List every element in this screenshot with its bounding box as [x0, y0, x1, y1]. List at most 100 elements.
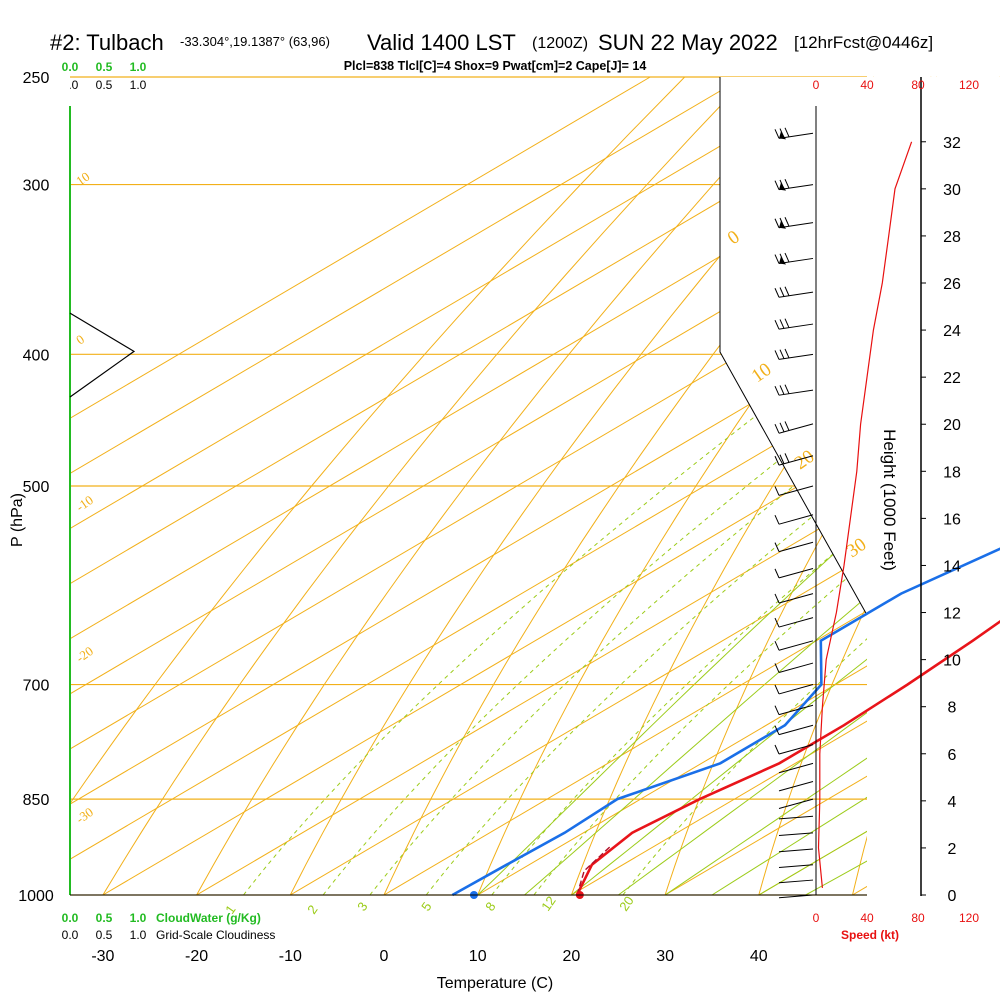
- cw-tick-bottom-2: 1.0: [130, 911, 147, 925]
- height-tick-label: 18: [943, 464, 961, 481]
- x-tick-label: 20: [563, 948, 581, 965]
- speed-tick-top-0: 0: [813, 78, 820, 92]
- speed-tick-bottom-0: 0: [813, 911, 820, 925]
- mixing-ratio-label: 2: [304, 902, 320, 917]
- wind-barb: [778, 762, 814, 774]
- x-axis-title: Temperature (C): [437, 975, 553, 992]
- right-margin: [867, 77, 1000, 897]
- cloudiness-profile-line: [69, 312, 136, 398]
- cloudiness-label: Grid-Scale Cloudiness: [156, 928, 275, 942]
- wind-barb: [774, 617, 814, 628]
- cloudwater-label: CloudWater (g/Kg): [156, 911, 261, 925]
- isotherm-label: 10: [73, 169, 92, 189]
- cloud-axis: [69, 106, 136, 895]
- moist-adiabat-line: [664, 667, 1000, 896]
- bottom-cloudwater-scale: 0.0 0.5 1.0 CloudWater (g/Kg): [62, 911, 261, 925]
- mixing-ratio-line: [491, 418, 1000, 896]
- mixing-ratio-line: [369, 353, 964, 896]
- wind-barb: [778, 781, 814, 792]
- wind-barb: [774, 453, 814, 466]
- isotherm-label: -30: [73, 804, 96, 826]
- title-coords: -33.304°,19.1387° (63,96): [180, 34, 330, 49]
- stability-indices: Plcl=838 Tlcl[C]=4 Shox=9 Pwat[cm]=2 Cap…: [344, 59, 647, 73]
- x-tick-label: -10: [279, 948, 302, 965]
- height-tick-label: 24: [943, 323, 961, 340]
- wind-barb: [774, 348, 814, 360]
- wind-barb: [774, 485, 814, 496]
- x-tick-label: 10: [469, 948, 487, 965]
- height-tick-label: 26: [943, 276, 961, 293]
- isotherm-label: 0: [73, 331, 87, 347]
- top-cloudwater-scale: 0.0 0.5 1.0: [62, 60, 147, 74]
- x-tick-label: 30: [656, 948, 674, 965]
- height-tick-label: 20: [943, 417, 961, 434]
- plot-cutout: [720, 77, 867, 615]
- height-tick-label: 8: [948, 700, 957, 717]
- title-date: SUN 22 May 2022: [598, 30, 778, 55]
- wind-barb: [778, 879, 814, 884]
- left-margin: [0, 77, 70, 897]
- height-tick-label: 32: [943, 135, 961, 152]
- isotherm-line: [383, 532, 1000, 896]
- speed-label: Speed (kt): [841, 928, 899, 942]
- wind-speed-line: [817, 141, 913, 888]
- pressure-tick-label: 300: [23, 178, 50, 195]
- cw-tick-top-0: 0.0: [62, 60, 79, 74]
- speed-tick-top-1: 40: [860, 78, 874, 92]
- mixing-ratio-label: 12: [538, 893, 559, 913]
- wind-barb: [774, 127, 814, 140]
- height-tick-label: 16: [943, 511, 961, 528]
- height-tick-label: 28: [943, 229, 961, 246]
- cl-tick-bottom-0: 0.0: [62, 928, 79, 942]
- wind-barb: [778, 864, 814, 868]
- isotherm-label: -20: [73, 643, 96, 665]
- top-cloudiness-scale: 0.0 0.5 1.0: [62, 78, 147, 92]
- speed-tick-bottom-2: 80: [911, 911, 925, 925]
- speed-tick-bottom-1: 40: [860, 911, 874, 925]
- wind-barb: [774, 724, 814, 736]
- height-tick-label: 4: [948, 794, 957, 811]
- mixing-ratio-line: [425, 368, 1000, 896]
- height-tick-label: 0: [948, 888, 957, 905]
- plot-masks: [0, 77, 1000, 897]
- cl-tick-top-2: 1.0: [130, 78, 147, 92]
- height-tick-label: 6: [948, 747, 957, 764]
- bottom-cloudiness-scale: 0.0 0.5 1.0 Grid-Scale Cloudiness: [62, 928, 276, 942]
- dry-adiabat-line: [196, 76, 812, 896]
- y2-axis-title: Height (1000 Feet): [880, 429, 899, 571]
- title-station: #2: Tulbach: [50, 30, 164, 55]
- height-tick-label: 30: [943, 182, 961, 199]
- height-tick-label: 10: [943, 653, 961, 670]
- speed-tick-top-3: 120: [959, 78, 979, 92]
- axes: -30 -20 -10 0 10 20 30 402503004005007008501000…: [18, 70, 961, 965]
- wind-barb: [774, 640, 814, 651]
- wind-barb: [774, 286, 814, 298]
- temperature-profile-line: [575, 619, 1000, 896]
- height-tick-label: 12: [943, 606, 961, 623]
- cl-tick-bottom-2: 1.0: [130, 928, 147, 942]
- dry-adiabat-line: [102, 76, 749, 896]
- wind-barb: [774, 662, 814, 673]
- x-tick-label: 0: [380, 948, 389, 965]
- cw-tick-bottom-0: 0.0: [62, 911, 79, 925]
- cw-tick-bottom-1: 0.5: [96, 911, 113, 925]
- wind-barb: [774, 704, 814, 716]
- height-tick-label: 14: [943, 558, 961, 575]
- wind-speed-panel: [815, 106, 913, 895]
- pressure-tick-label: 400: [23, 347, 50, 364]
- cw-tick-top-1: 0.5: [96, 60, 113, 74]
- plot-cutout-edge: [719, 77, 868, 616]
- wind-barbs: [774, 127, 814, 899]
- mixing-ratio-label: 3: [354, 899, 370, 914]
- cw-tick-top-2: 1.0: [130, 60, 147, 74]
- wind-barb: [778, 798, 814, 809]
- pressure-tick-label: 250: [23, 70, 50, 87]
- x-tick-label: 40: [750, 948, 768, 965]
- pressure-tick-label: 700: [23, 678, 50, 695]
- wind-barb: [774, 744, 814, 755]
- wind-barb: [774, 514, 814, 525]
- wind-barb: [774, 178, 814, 191]
- speed-tick-top-2: 80: [911, 78, 925, 92]
- wind-barb: [778, 848, 814, 853]
